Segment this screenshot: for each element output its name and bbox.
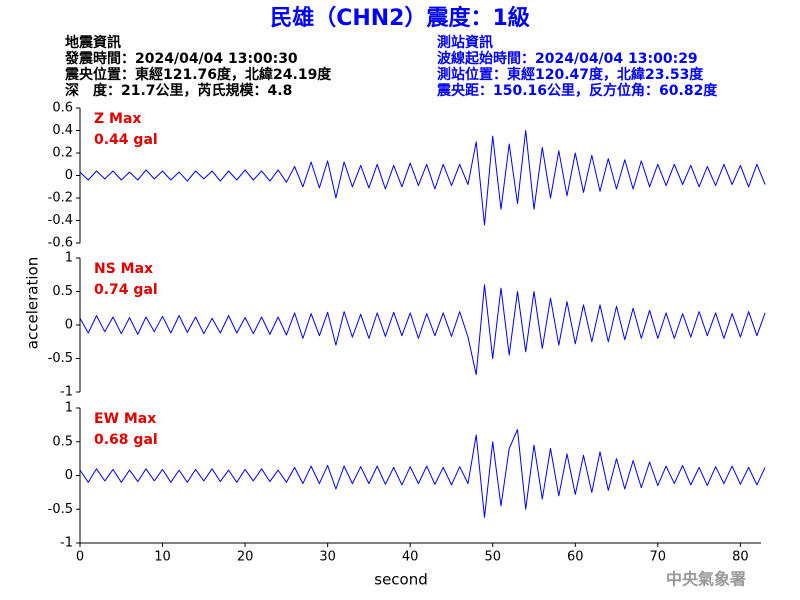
x-tick-label: 60 — [567, 550, 584, 565]
max-annotation: EW Max — [94, 411, 156, 427]
info-left: 地震資訊 — [65, 34, 121, 51]
x-tick-label: 70 — [650, 550, 667, 565]
y-tick-label: 0.5 — [52, 434, 73, 449]
max-annotation: 0.74 gal — [94, 282, 158, 298]
y-tick-label: 0.2 — [52, 146, 73, 161]
y-tick-label: -1 — [60, 536, 73, 551]
y-tick-label: -0.2 — [48, 191, 73, 206]
title: 民雄（CHN2）震度：1級 — [270, 5, 530, 31]
y-tick-label: 0 — [65, 168, 73, 183]
y-tick-label: -0.5 — [48, 351, 73, 366]
max-annotation: Z Max — [94, 111, 141, 127]
y-tick-label: 1 — [65, 401, 73, 416]
y-tick-label: 0.6 — [52, 101, 73, 116]
x-tick-label: 80 — [732, 550, 749, 565]
info-right: 波線起始時間：2024/04/04 13:00:29 — [437, 50, 698, 67]
info-left: 震央位置：東經121.76度，北緯24.19度 — [64, 66, 332, 83]
y-tick-label: 0.4 — [52, 123, 73, 138]
x-tick-label: 0 — [76, 550, 84, 565]
x-tick-label: 50 — [484, 550, 501, 565]
y-tick-label: 0 — [65, 468, 73, 483]
max-annotation: NS Max — [94, 261, 153, 277]
x-tick-label: 40 — [402, 550, 419, 565]
y-tick-label: -0.4 — [48, 213, 73, 228]
info-right: 測站位置：東經120.47度，北緯23.53度 — [437, 66, 704, 83]
y-tick-label: 0 — [65, 318, 73, 333]
x-tick-label: 30 — [319, 550, 336, 565]
x-tick-label: 20 — [237, 550, 254, 565]
footer: 中央氣象署 — [666, 570, 746, 589]
y-tick-label: 0.5 — [52, 284, 73, 299]
info-left: 深 度：21.7公里，芮氏規模：4.8 — [65, 82, 292, 99]
y-tick-label: -1 — [60, 385, 73, 400]
y-tick-label: -0.6 — [48, 236, 73, 251]
info-left: 發震時間：2024/04/04 13:00:30 — [64, 50, 298, 67]
x-axis-label: second — [374, 571, 428, 589]
y-tick-label: 1 — [65, 251, 73, 266]
y-tick-label: -0.5 — [48, 502, 73, 517]
x-tick-label: 10 — [154, 550, 171, 565]
waveform — [79, 130, 766, 226]
waveform — [79, 429, 766, 518]
max-annotation: 0.44 gal — [94, 132, 158, 148]
info-right: 震央距：150.16公里，反方位角：60.82度 — [436, 82, 718, 99]
max-annotation: 0.68 gal — [94, 432, 158, 448]
info-right: 測站資訊 — [437, 34, 493, 51]
y-axis-label: acceleration — [24, 257, 42, 349]
waveform — [79, 284, 766, 376]
